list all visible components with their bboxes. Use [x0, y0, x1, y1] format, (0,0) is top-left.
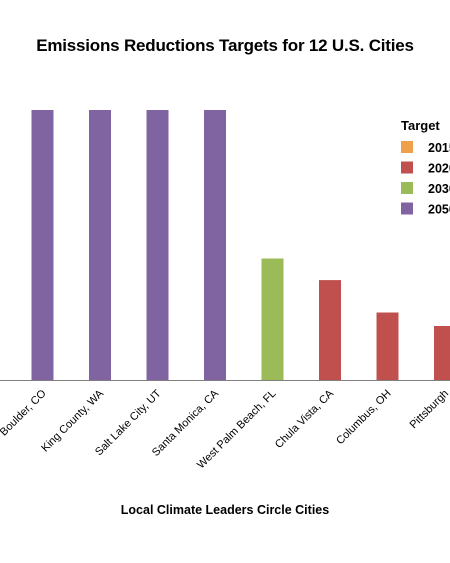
legend-swatch [401, 141, 413, 153]
legend-swatch [401, 182, 413, 194]
x-axis-title: Local Climate Leaders Circle Cities [120, 503, 330, 517]
bar-1 [31, 110, 54, 380]
legend: Target 2015 2020 2030 2050 [401, 118, 450, 217]
x-tick-label: Columbus, OH [334, 388, 394, 448]
x-tick-label: Chula Vista, CA [273, 387, 337, 451]
legend-label: 2015 [428, 141, 450, 155]
bar-5 [261, 258, 284, 380]
bar-8 [434, 326, 450, 380]
x-tick-label: King County, WA [39, 387, 106, 454]
legend-label: 2030 [428, 182, 450, 196]
bar-7 [376, 312, 399, 380]
legend-swatch [401, 202, 413, 215]
chart-title: Emissions Reductions Targets for 12 U.S.… [36, 36, 414, 55]
legend-title: Target [401, 118, 440, 133]
bar-2 [89, 110, 111, 380]
legend-label: 2020 [428, 162, 450, 176]
x-tick-label: Pittsburgh [408, 388, 450, 432]
bars-layer [31, 110, 450, 380]
x-tick-label: Boulder, CO [0, 387, 49, 438]
bar-3 [146, 110, 169, 380]
bar-6 [319, 280, 341, 380]
legend-label: 2050 [428, 203, 450, 217]
bar-4 [204, 110, 226, 380]
legend-swatch [401, 161, 413, 174]
